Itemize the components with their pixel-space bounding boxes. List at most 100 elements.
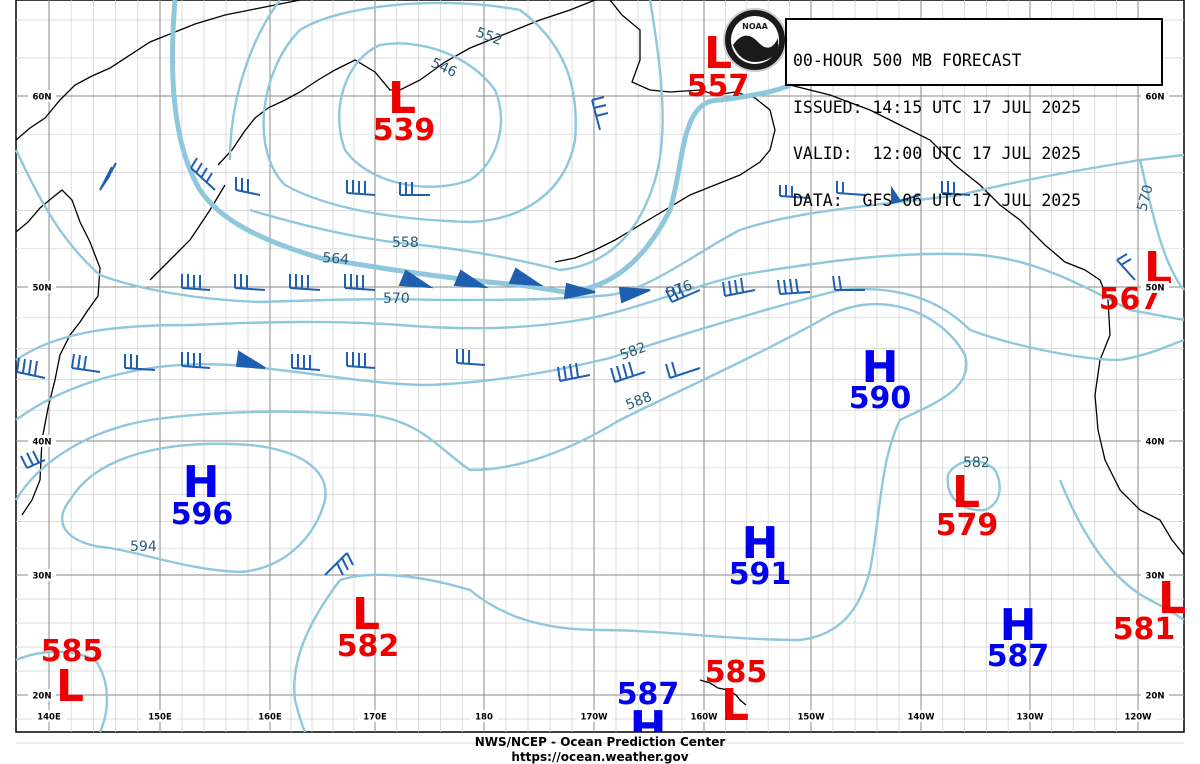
wind-barb — [665, 284, 701, 303]
wind-barb — [190, 157, 216, 191]
contour-588 — [14, 302, 968, 642]
wind-barb — [235, 350, 266, 369]
noaa-logo-text: NOAA — [742, 22, 768, 31]
wind-barb — [399, 182, 430, 196]
svg-text:50N: 50N — [1146, 284, 1165, 294]
wind-barb — [508, 267, 544, 287]
japan-coastline — [15, 189, 101, 516]
lat-label: 60N — [28, 90, 56, 103]
contour-546 — [338, 42, 503, 188]
aleutian-islands — [554, 161, 761, 263]
svg-text:60N: 60N — [33, 93, 52, 103]
contour-label: 558 — [392, 235, 419, 251]
lon-label: 160W — [686, 710, 722, 723]
wind-barb — [557, 362, 591, 382]
wind-barb — [832, 275, 865, 291]
wind-barb — [344, 274, 376, 291]
forecast-info-box: 00-HOUR 500 MB FORECAST ISSUED: 14:15 UT… — [785, 18, 1163, 208]
contour-southwest — [293, 579, 341, 733]
contour-label: 570 — [1134, 183, 1156, 213]
wind-barb — [591, 96, 609, 131]
wind-barb — [453, 269, 489, 289]
wind-barb — [346, 352, 376, 369]
lon-label: 160E — [253, 710, 287, 723]
wind-barb — [1116, 253, 1136, 281]
wind-barb — [20, 450, 46, 469]
center-value: 591 — [729, 557, 792, 592]
svg-text:170W: 170W — [580, 713, 608, 723]
svg-text:20N: 20N — [33, 692, 52, 702]
lon-label: 180 — [470, 710, 498, 723]
wind-barb — [234, 274, 266, 291]
lon-label: 170W — [576, 710, 612, 723]
svg-text:130W: 130W — [1016, 713, 1044, 723]
wind-barb — [291, 354, 321, 371]
contour-552 — [262, 1, 577, 224]
kamchatka-coastline — [217, 0, 596, 166]
contour-se — [1058, 479, 1185, 621]
svg-text:160W: 160W — [690, 713, 718, 723]
hawaii-islands — [699, 679, 747, 706]
contour-sw-corner — [15, 650, 109, 733]
svg-text:40N: 40N — [1146, 438, 1165, 448]
center-value: 587 — [987, 639, 1050, 674]
svg-text:120W: 120W — [1124, 713, 1152, 723]
kuril-islands — [149, 184, 226, 281]
axis-labels: 60N 50N 40N 30N 20N 60N 50N 40N 30N 20N … — [28, 90, 1169, 723]
contour-582 — [15, 287, 1185, 421]
north-america-coastline — [789, 84, 1185, 556]
svg-text:150W: 150W — [797, 713, 825, 723]
lon-label: 140E — [32, 710, 66, 723]
wind-barb — [124, 354, 156, 371]
lat-label: 50N — [28, 281, 56, 294]
lon-label: 150W — [793, 710, 829, 723]
lat-label: 20N — [28, 689, 56, 702]
contour-558 — [228, 0, 664, 272]
lon-label: 150E — [143, 710, 177, 723]
center-letter: L — [352, 589, 380, 640]
contour-ne-570 — [1138, 159, 1185, 291]
issued-time: ISSUED: 14:15 UTC 17 JUL 2025 — [793, 97, 1082, 117]
svg-text:170E: 170E — [363, 713, 387, 723]
center-value: 557 — [687, 69, 750, 104]
height-contours — [14, 0, 1185, 733]
center-value: 596 — [171, 497, 234, 532]
noaa-logo: NOAA — [723, 8, 787, 72]
center-letter: L — [1158, 573, 1186, 624]
lat-label: 20N — [1141, 689, 1169, 702]
data-source: DATA: GFS 06 UTC 17 JUL 2025 — [793, 190, 1082, 210]
wind-barb — [346, 180, 376, 196]
wind-barb — [289, 274, 321, 291]
wind-barb — [891, 185, 921, 205]
center-letter: H — [183, 457, 220, 508]
center-letter: H — [742, 518, 779, 569]
center-letter: H — [1000, 600, 1037, 651]
center-value: 579 — [936, 508, 999, 543]
wind-barb — [610, 361, 646, 383]
alaska-coastline — [609, 0, 776, 163]
lat-label: 60N — [1141, 90, 1169, 103]
contour-594 — [60, 442, 327, 574]
map-frame — [15, 0, 1185, 733]
wind-barb — [836, 181, 866, 196]
svg-text:30N: 30N — [33, 572, 52, 582]
center-letter: L — [952, 467, 980, 518]
contour-label: 594 — [130, 539, 157, 555]
svg-text:150E: 150E — [148, 713, 172, 723]
wind-barb — [398, 269, 434, 289]
wind-barb — [941, 181, 971, 196]
wind-barb — [181, 352, 211, 369]
svg-text:60N: 60N — [1146, 93, 1165, 103]
valid-time: VALID: 12:00 UTC 17 JUL 2025 — [793, 144, 1082, 163]
center-value: 581 — [1113, 612, 1176, 647]
center-letter: H — [862, 342, 899, 393]
pressure-centers: L 539 L 557 H 590 L 567 H 596 H 591 L 57… — [41, 28, 1186, 732]
lon-label: 120W — [1120, 710, 1156, 723]
coastlines — [15, 0, 1185, 706]
svg-text:40N: 40N — [33, 438, 52, 448]
contour-564-thick — [170, 0, 792, 295]
lat-label: 30N — [28, 569, 56, 582]
footer-url[interactable]: https://ocean.weather.gov — [511, 750, 689, 764]
center-value: 587 — [617, 677, 680, 712]
